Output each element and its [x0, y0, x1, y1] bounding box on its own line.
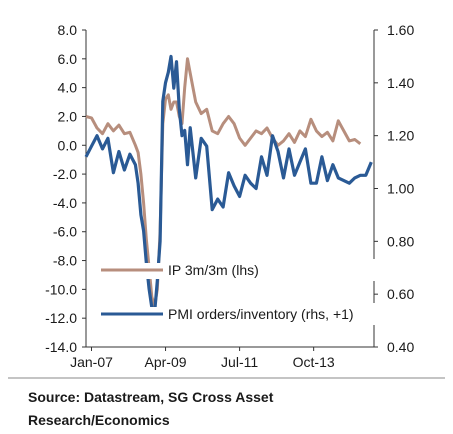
chart-axes	[8, 29, 445, 379]
right-tick-label: 1.60	[387, 22, 414, 38]
left-tick-label: -6.0	[53, 224, 77, 240]
left-tick-label: 0.0	[58, 137, 78, 153]
chart-legend: IP 3m/3m (lhs) PMI orders/inventory (rhs,…	[98, 259, 388, 325]
left-tick-label: -14.0	[45, 339, 77, 355]
left-tick-label: -8.0	[53, 253, 77, 269]
left-tick-label: 8.0	[58, 22, 78, 38]
left-tick-label: 4.0	[58, 80, 78, 96]
left-tick-label: 6.0	[58, 51, 78, 67]
x-tick-label: Jan-07	[70, 354, 113, 370]
x-tick-label: Apr-09	[145, 354, 187, 370]
chart-tick-labels: 8.0 6.0 4.0 2.0 0.0 -2.0 -4.0 -6.0 -8.0 -10.0 -12.…	[45, 22, 414, 370]
left-tick-label: -2.0	[53, 166, 77, 182]
pmi-series-line	[84, 54, 373, 315]
source-line-2: Research/Economics	[28, 412, 170, 428]
legend-label-bg	[168, 259, 388, 281]
left-tick-label: 2.0	[58, 108, 78, 124]
source-line-1: Source: Datastream, SG Cross Asset	[28, 389, 274, 405]
right-tick-label: 0.40	[387, 339, 414, 355]
legend-label-bg	[168, 303, 388, 325]
legend-label-pmi: PMI orders/inventory (rhs, +1)	[168, 306, 354, 322]
right-tick-label: 0.80	[387, 233, 414, 249]
right-tick-label: 1.20	[387, 128, 414, 144]
right-tick-label: 1.00	[387, 181, 414, 197]
dual-axis-line-chart: 8.0 6.0 4.0 2.0 0.0 -2.0 -4.0 -6.0 -8.0 -10.0 -12.…	[8, 22, 445, 379]
right-tick-label: 0.60	[387, 286, 414, 302]
x-tick-label: Oct-13	[293, 354, 335, 370]
left-tick-label: -12.0	[45, 310, 77, 326]
chart-series-lines	[84, 54, 373, 315]
left-tick-label: -10.0	[45, 281, 77, 297]
x-tick-label: Jul-11	[221, 354, 258, 370]
left-tick-label: -4.0	[53, 195, 77, 211]
ip-series-line	[85, 57, 362, 309]
source-note: Source: Datastream, SG Cross Asset Resea…	[28, 386, 448, 432]
right-tick-label: 1.40	[387, 75, 414, 91]
legend-label-ip: IP 3m/3m (lhs)	[168, 262, 259, 278]
